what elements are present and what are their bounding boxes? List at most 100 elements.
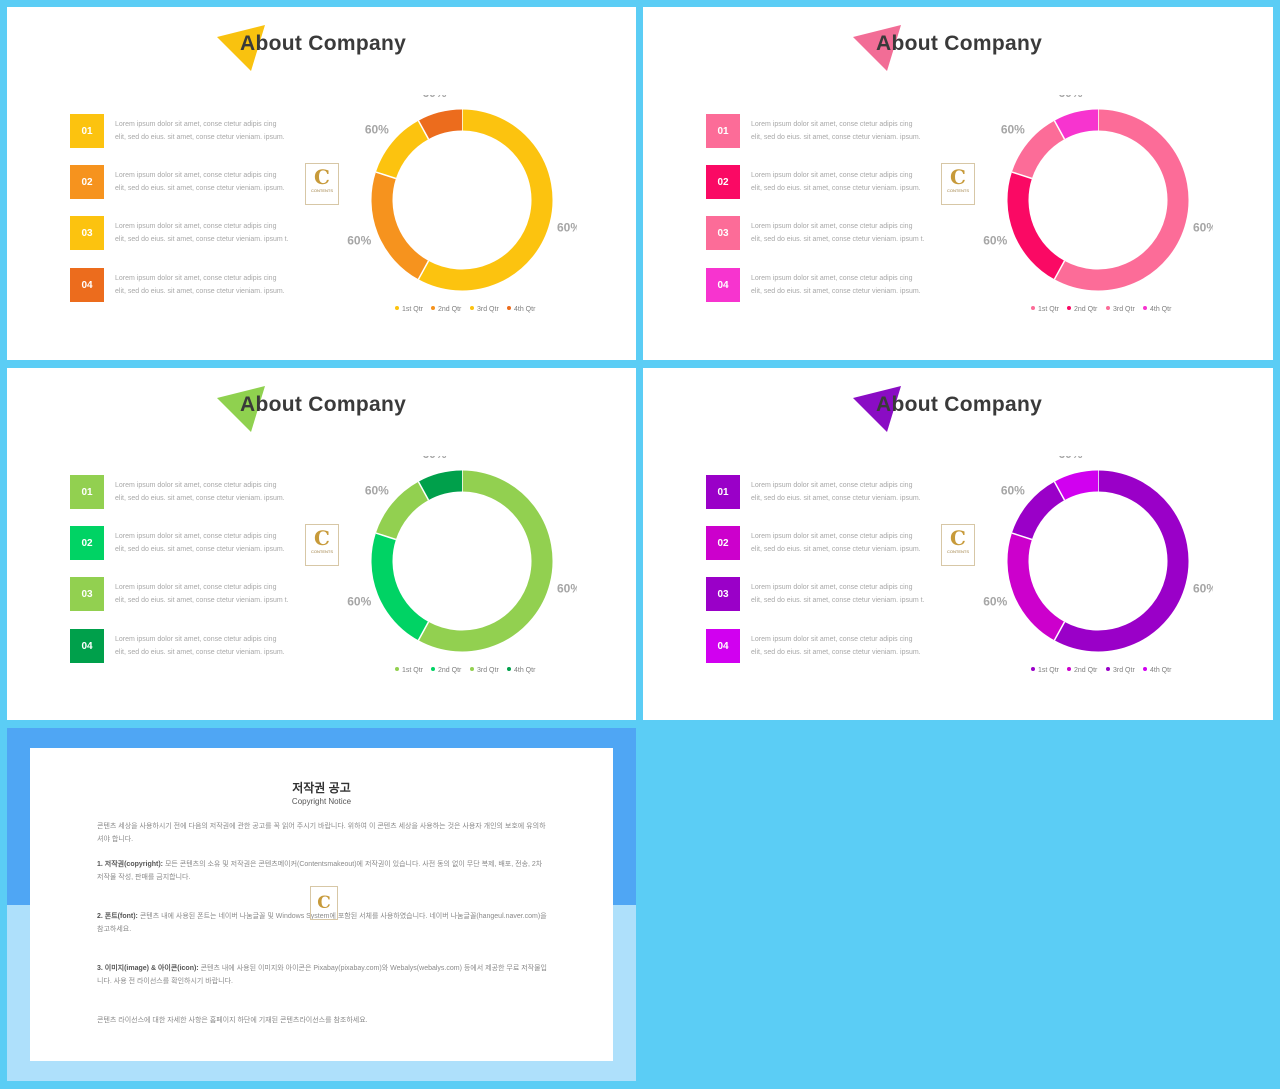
donut-slice-2 [371,533,429,641]
title-triangle-icon [853,25,901,71]
legend-swatch [1106,306,1110,310]
list-item: 02 Lorem ipsum dolor sit amet, conse ctet… [706,526,946,560]
item-description-line: Lorem ipsum dolor sit amet, conse ctetur… [115,482,277,489]
slice-separator [417,120,430,140]
list-item: 04 Lorem ipsum dolor sit amet, conse ctet… [70,629,310,663]
slide-4: About Company 01 Lorem ipsum dolor sit ame… [643,368,1273,720]
legend-label: 2nd Qtr [1074,667,1098,674]
copyright-paragraph-copyright: 1. 저작권(copyright): 모든 콘텐츠의 소유 및 저작권은 콘텐츠… [97,858,549,884]
slice-separator [1053,481,1066,501]
list-item: 03 Lorem ipsum dolor sit amet, conse ctet… [706,577,946,611]
donut-slice-4 [1054,109,1099,140]
item-description-line: elit, sed do eius. sit amet, conse ctetu… [115,546,285,553]
item-description: Lorem ipsum dolor sit amet, conse ctetur… [751,220,951,246]
legend-swatch [431,667,435,671]
legend-label: 3rd Qtr [477,306,499,313]
legend-swatch [1067,667,1071,671]
legend-swatch [470,667,474,671]
donut-slice-1 [1054,109,1189,291]
legend-label: 3rd Qtr [477,667,499,674]
item-number-badge: 03 [706,577,740,611]
item-description-line: Lorem ipsum dolor sit amet, conse ctetur… [751,223,913,230]
data-label: 60% [1193,220,1213,234]
item-description: Lorem ipsum dolor sit amet, conse ctetur… [751,530,951,556]
list-item: 03 Lorem ipsum dolor sit amet, conse ctet… [70,216,310,250]
copyright-text: 모든 콘텐츠의 소유 및 저작권은 콘텐츠메이커(Contentsmakeout… [97,861,543,881]
item-description: Lorem ipsum dolor sit amet, conse ctetur… [115,272,315,298]
font-label: 2. 폰트(font): [97,913,138,920]
data-label: 60% [1059,95,1083,100]
list-item: 01 Lorem ipsum dolor sit amet, conse ctet… [706,114,946,148]
legend-label: 4th Qtr [514,306,536,313]
legend-label: 3rd Qtr [1113,306,1135,313]
slice-separator [1053,621,1066,641]
item-description: Lorem ipsum dolor sit amet, conse ctetur… [115,220,315,246]
item-number-badge: 04 [70,268,104,302]
item-description-line: elit, sed do eius. sit amet, conse ctetu… [751,597,925,604]
item-description-line: elit, sed do eius. sit amet, conse ctetu… [751,185,921,192]
donut-slice-3 [375,120,429,179]
list-item: 01 Lorem ipsum dolor sit amet, conse ctet… [70,475,310,509]
donut-slice-3 [375,481,429,540]
title-triangle-icon [853,386,901,432]
slide-title: About Company [876,32,1043,55]
slide-title: About Company [240,32,407,55]
slice-separator [375,171,397,180]
data-label: 60% [365,123,389,137]
slice-separator [417,481,430,501]
legend-swatch [1143,306,1147,310]
item-number-badge: 02 [706,165,740,199]
contents-logo: C CONTENTS [941,524,975,566]
donut-slice-2 [1007,533,1065,641]
donut-slice-4 [418,109,463,140]
item-number-badge: 01 [706,475,740,509]
legend-label: 4th Qtr [514,667,536,674]
item-description-line: elit, sed do eius. sit amet, conse ctetu… [751,134,921,141]
item-description: Lorem ipsum dolor sit amet, conse ctetur… [115,118,315,144]
logo-text: CONTENTS [311,188,333,193]
data-label: 60% [423,95,447,100]
item-description-line: elit, sed do eius. sit amet, conse ctetu… [751,236,925,243]
item-number-badge: 03 [70,577,104,611]
data-label: 60% [1001,123,1025,137]
copyright-label: 1. 저작권(copyright): [97,861,163,868]
slice-separator [375,532,397,541]
slice-separator [1053,260,1066,280]
list-item: 04 Lorem ipsum dolor sit amet, conse ctet… [706,629,946,663]
list-item: 03 Lorem ipsum dolor sit amet, conse ctet… [706,216,946,250]
slice-separator [1053,120,1066,140]
donut-chart: 60% 60% 60% 60% 1st Qtr 2nd Qtr 3rd Qtr 4th Qtr [983,95,1213,313]
item-description-line: Lorem ipsum dolor sit amet, conse ctetur… [115,172,277,179]
item-description-line: elit, sed do eius. sit amet, conse ctetu… [751,649,921,656]
legend-swatch [395,306,399,310]
item-description-line: Lorem ipsum dolor sit amet, conse ctetur… [115,121,277,128]
item-number-badge: 03 [70,216,104,250]
item-description: Lorem ipsum dolor sit amet, conse ctetur… [115,479,315,505]
item-description-line: Lorem ipsum dolor sit amet, conse ctetur… [751,275,913,282]
item-number-badge: 02 [70,526,104,560]
item-number-badge: 04 [706,629,740,663]
logo-letter: C [314,165,330,189]
item-description: Lorem ipsum dolor sit amet, conse ctetur… [751,479,951,505]
donut-chart: 60% 60% 60% 60% 1st Qtr 2nd Qtr 3rd Qtr 4th Qtr [983,456,1213,674]
data-label: 60% [347,234,371,248]
donut-slice-3 [1011,481,1065,540]
slide-1: About Company 01 Lorem ipsum dolor sit ame… [7,7,636,360]
list-item: 01 Lorem ipsum dolor sit amet, conse ctet… [706,475,946,509]
item-description-line: Lorem ipsum dolor sit amet, conse ctetur… [115,584,277,591]
item-number-badge: 01 [70,475,104,509]
item-description-line: elit, sed do eius. sit amet, conse ctetu… [115,495,285,502]
item-description: Lorem ipsum dolor sit amet, conse ctetur… [751,633,951,659]
slide-title: About Company [240,393,407,416]
donut-chart: 60% 60% 60% 60% 1st Qtr 2nd Qtr 3rd Qtr 4th Qtr [347,95,577,313]
item-number-badge: 03 [706,216,740,250]
item-description-line: Lorem ipsum dolor sit amet, conse ctetur… [751,584,913,591]
item-description: Lorem ipsum dolor sit amet, conse ctetur… [115,633,315,659]
donut-slice-1 [418,470,553,652]
item-number-badge: 01 [70,114,104,148]
legend-label: 2nd Qtr [1074,306,1098,313]
item-description-line: elit, sed do eius. sit amet, conse ctetu… [115,597,289,604]
logo-text: CONTENTS [947,549,969,554]
item-description-line: Lorem ipsum dolor sit amet, conse ctetur… [115,636,277,643]
font-text: 콘텐츠 내에 사용된 폰트는 네이버 나눔글꼴 및 Windows System… [97,913,547,933]
